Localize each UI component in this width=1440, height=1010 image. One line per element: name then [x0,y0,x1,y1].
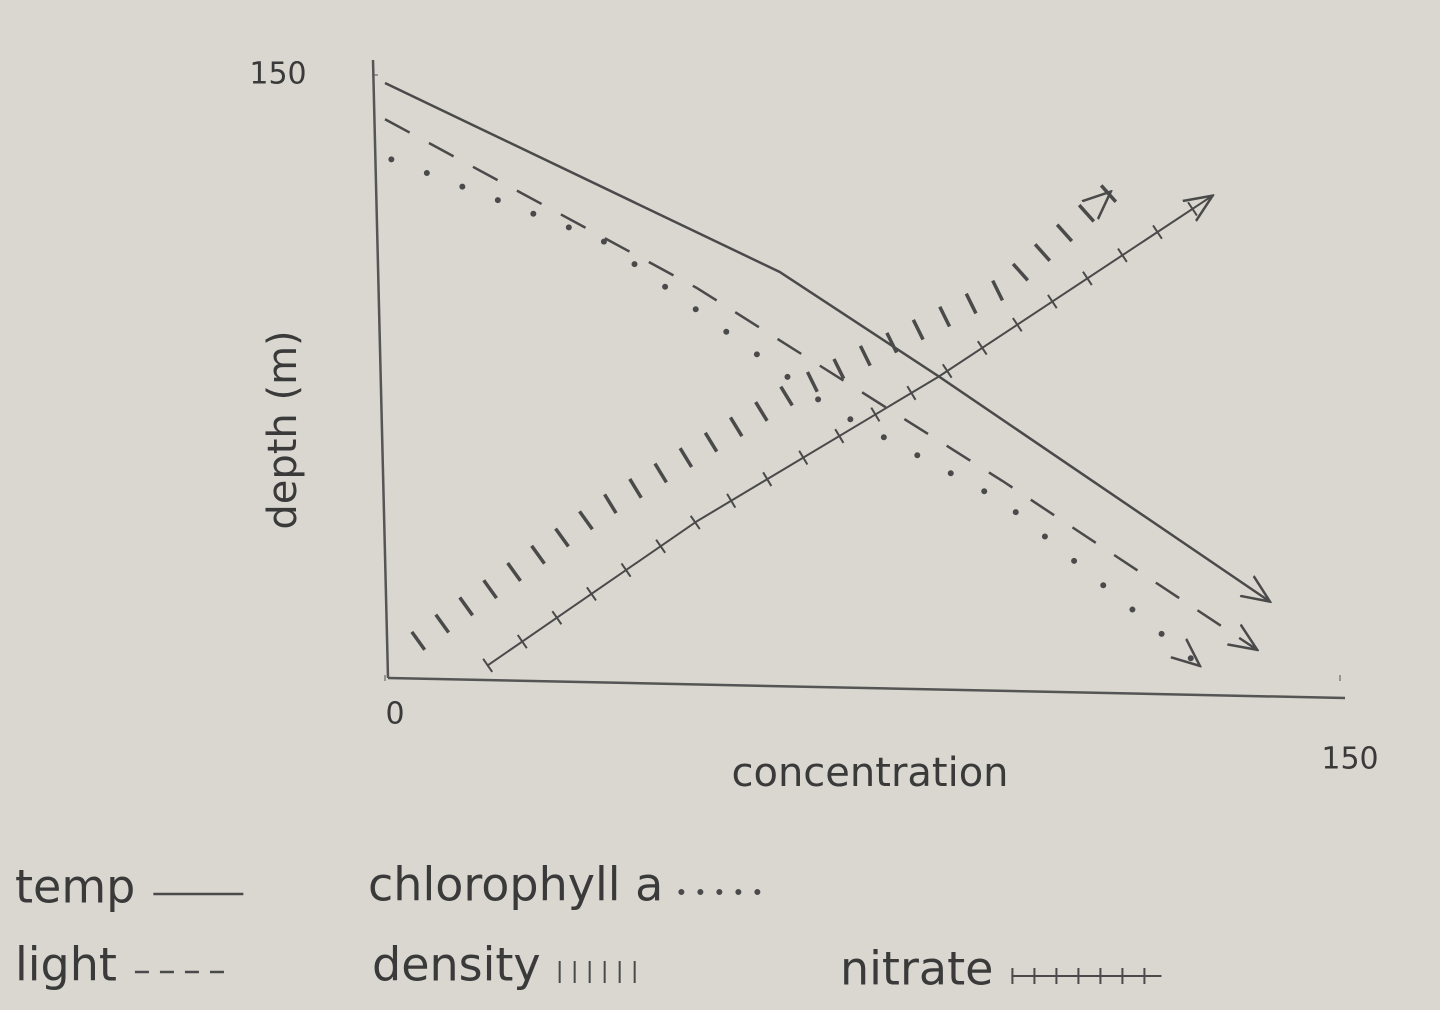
legend-label: chlorophyll a [368,858,663,912]
series-line [388,156,1203,669]
x-axis [387,676,1346,700]
series-line [384,81,1270,602]
legend-label: nitrate [840,942,993,996]
series-line [482,188,1218,673]
series-line [384,118,1257,650]
x-tick-label: 0 [385,697,404,732]
y-tick-label: 150 [249,57,306,92]
legend-label: temp [15,860,135,914]
y-axis [371,59,390,679]
legend-label: light [15,938,117,992]
x-tick-label: 150 [1321,742,1378,777]
y-axis-label: depth (m) [260,330,306,529]
legend-label: density [372,938,541,992]
x-axis-label: concentration [731,750,1008,796]
